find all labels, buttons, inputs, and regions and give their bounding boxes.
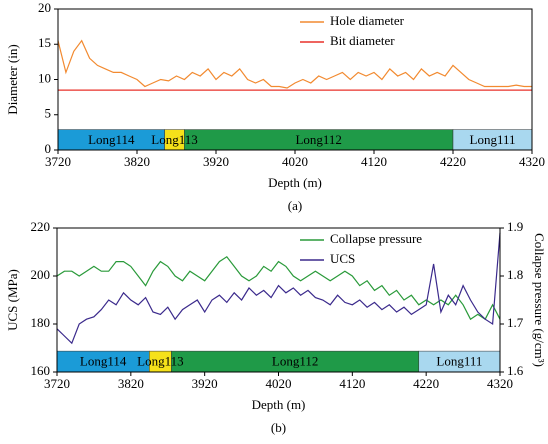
x-axis-label: Depth (m)	[268, 175, 322, 190]
x-tick-label: 4120	[339, 376, 365, 391]
y-tick-label: 160	[31, 363, 51, 378]
x-tick-label: 3720	[45, 154, 71, 169]
y-tick-label: 10	[38, 70, 51, 85]
y-tick-label: 200	[31, 267, 51, 282]
series-line	[56, 232, 501, 345]
x-tick-label: 4220	[440, 154, 466, 169]
plot-frame	[57, 8, 533, 151]
y-tick-label: 15	[38, 35, 51, 50]
y-axis-label: Diameter (in)	[5, 44, 20, 114]
formation-label: Long114	[80, 354, 127, 369]
y-tick-label: 180	[31, 315, 51, 330]
y2-axis-label: Collapse pressure (g/cm³)	[532, 233, 547, 367]
x-tick-label: 3920	[192, 376, 218, 391]
legend-label: Hole diameter	[330, 13, 405, 28]
series-line	[56, 255, 501, 321]
y2-tick-label: 1.7	[507, 315, 524, 330]
y2-tick-label: 1.8	[507, 267, 523, 282]
formation-label: Long113	[151, 132, 197, 147]
x-tick-label: 4120	[361, 154, 387, 169]
formation-label: Long113	[137, 354, 183, 369]
x-tick-label: 3820	[124, 154, 150, 169]
formation-label: Long111	[470, 132, 516, 147]
x-axis-label: Depth (m)	[252, 397, 306, 412]
formation-label: Long112	[272, 354, 318, 369]
plot-frame	[56, 227, 501, 373]
formation-label: Long112	[295, 132, 341, 147]
series-line	[57, 39, 532, 89]
x-tick-label: 3820	[118, 376, 144, 391]
formation-label: Long114	[88, 132, 135, 147]
x-tick-label: 4220	[413, 376, 439, 391]
x-tick-label: 3720	[44, 376, 70, 391]
x-tick-label: 4320	[519, 154, 545, 169]
y-axis-label: UCS (MPa)	[5, 269, 20, 331]
x-tick-label: 4020	[266, 376, 292, 391]
y-tick-label: 0	[45, 141, 52, 156]
caption: (b)	[271, 420, 286, 435]
y-tick-label: 220	[31, 219, 51, 234]
formation-label: Long111	[436, 354, 482, 369]
x-tick-label: 4320	[487, 376, 513, 391]
legend-label: UCS	[330, 251, 355, 266]
y2-tick-label: 1.9	[507, 219, 523, 234]
y2-tick-label: 1.6	[507, 363, 524, 378]
x-tick-label: 4020	[282, 154, 308, 169]
x-tick-label: 3920	[203, 154, 229, 169]
legend-label: Bit diameter	[330, 33, 395, 48]
y-tick-label: 20	[38, 0, 51, 15]
legend-label: Collapse pressure	[330, 231, 422, 246]
caption: (a)	[288, 198, 302, 213]
y-tick-label: 5	[45, 106, 52, 121]
